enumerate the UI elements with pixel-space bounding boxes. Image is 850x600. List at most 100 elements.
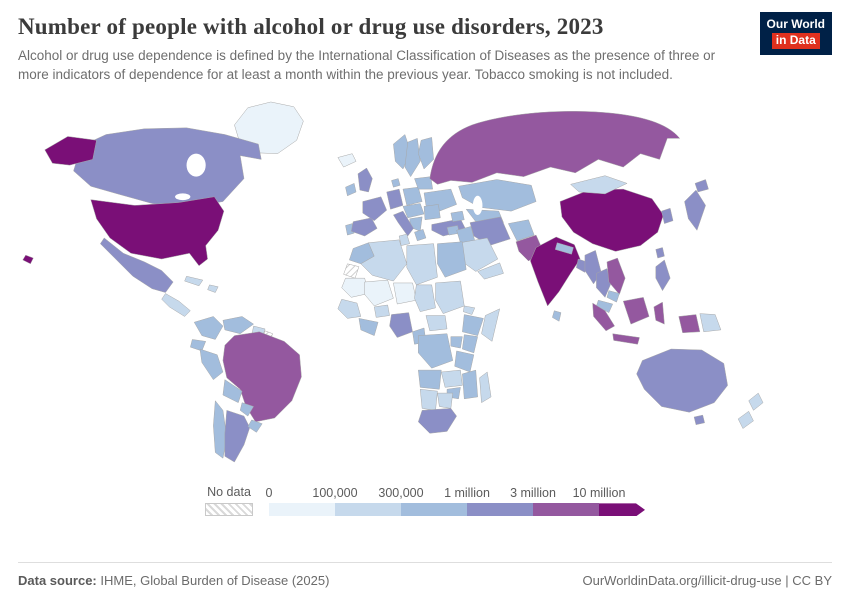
country-indonesia-sulawesi[interactable] xyxy=(653,302,665,325)
country-greenland[interactable] xyxy=(234,102,304,155)
country-sweden[interactable] xyxy=(404,138,421,178)
country-ethiopia[interactable] xyxy=(462,314,484,337)
footer-source-value[interactable]: IHME, Global Burden of Disease (2025) xyxy=(100,573,330,588)
country-paraguay[interactable] xyxy=(239,402,254,417)
country-finland[interactable] xyxy=(418,137,434,170)
legend-no-data-swatch[interactable] xyxy=(205,503,253,517)
legend-swatch-0-100k[interactable] xyxy=(269,503,335,517)
country-hispaniola[interactable] xyxy=(207,284,219,294)
country-france[interactable] xyxy=(362,196,387,222)
country-argentina[interactable] xyxy=(224,410,251,463)
country-bangladesh[interactable] xyxy=(576,259,588,274)
country-usa-hawaii[interactable] xyxy=(22,255,34,265)
country-vietnam[interactable] xyxy=(606,258,626,296)
country-caucasus[interactable] xyxy=(450,211,465,223)
country-new-zealand-south[interactable] xyxy=(737,411,754,430)
country-chad[interactable] xyxy=(414,284,436,313)
country-south-korea[interactable] xyxy=(661,208,674,225)
country-italy[interactable] xyxy=(393,211,414,237)
country-india[interactable] xyxy=(530,237,581,307)
country-colombia[interactable] xyxy=(193,316,224,341)
country-cuba[interactable] xyxy=(184,276,204,287)
country-angola[interactable] xyxy=(418,370,442,390)
country-ghana[interactable] xyxy=(358,318,379,337)
country-niger[interactable] xyxy=(393,283,417,305)
country-indonesia-java[interactable] xyxy=(612,333,640,345)
country-mozambique[interactable] xyxy=(462,370,478,400)
country-china[interactable] xyxy=(559,189,664,252)
country-algeria[interactable] xyxy=(360,239,408,282)
legend-swatch-300k-1m[interactable] xyxy=(401,503,467,517)
country-indonesia-borneo[interactable] xyxy=(622,297,650,325)
country-mauritania[interactable] xyxy=(341,278,369,298)
country-australia-tasmania[interactable] xyxy=(693,415,705,426)
country-romania[interactable] xyxy=(423,204,441,221)
country-papua-new-guinea[interactable] xyxy=(699,313,722,333)
country-thailand[interactable] xyxy=(596,268,612,299)
country-tanzania[interactable] xyxy=(454,350,475,373)
country-spain[interactable] xyxy=(350,217,378,237)
country-iceland[interactable] xyxy=(337,153,357,168)
country-dr-congo[interactable] xyxy=(418,333,454,369)
country-yemen[interactable] xyxy=(477,262,504,280)
country-madagascar[interactable] xyxy=(479,371,492,404)
country-iran[interactable] xyxy=(469,216,511,247)
country-mexico[interactable] xyxy=(100,237,174,294)
country-belarus[interactable] xyxy=(414,176,433,190)
country-uganda[interactable] xyxy=(450,336,463,349)
country-central-african-republic[interactable] xyxy=(425,315,448,332)
country-central-america[interactable] xyxy=(161,293,191,318)
country-zambia[interactable] xyxy=(440,370,463,388)
country-denmark[interactable] xyxy=(391,178,401,188)
country-south-africa[interactable] xyxy=(418,408,457,434)
country-bolivia[interactable] xyxy=(222,379,243,404)
country-brazil[interactable] xyxy=(222,331,302,423)
country-botswana[interactable] xyxy=(437,393,454,409)
legend-swatch-1m-3m[interactable] xyxy=(467,503,533,517)
country-germany[interactable] xyxy=(386,189,404,210)
country-new-zealand-north[interactable] xyxy=(748,393,764,412)
footer-credit[interactable]: OurWorldinData.org/illicit-drug-use | CC… xyxy=(582,573,833,588)
country-indonesia-sumatra[interactable] xyxy=(592,302,615,332)
country-central-europe[interactable] xyxy=(402,203,425,219)
country-afghanistan[interactable] xyxy=(507,219,535,242)
country-kenya[interactable] xyxy=(462,334,478,354)
country-western-sahara[interactable] xyxy=(343,263,360,279)
country-burkina-faso[interactable] xyxy=(373,305,390,319)
country-venezuela[interactable] xyxy=(222,316,255,335)
country-russia[interactable] xyxy=(429,111,681,185)
country-cambodia[interactable] xyxy=(606,290,620,303)
country-united-kingdom[interactable] xyxy=(357,168,373,193)
country-uruguay[interactable] xyxy=(247,419,263,433)
country-canada[interactable] xyxy=(73,127,262,208)
country-nigeria[interactable] xyxy=(389,312,413,339)
country-sri-lanka[interactable] xyxy=(552,310,562,322)
country-peru[interactable] xyxy=(199,348,224,381)
legend-swatch-10m-plus[interactable] xyxy=(599,503,645,516)
country-usa-alaska[interactable] xyxy=(44,136,97,166)
country-poland[interactable] xyxy=(402,187,423,206)
country-ireland[interactable] xyxy=(345,183,357,197)
country-japan[interactable] xyxy=(684,189,706,232)
country-greece[interactable] xyxy=(414,229,427,242)
country-libya[interactable] xyxy=(406,243,438,286)
legend-swatch-3m-10m[interactable] xyxy=(533,503,599,517)
country-tunisia[interactable] xyxy=(398,234,410,247)
country-egypt[interactable] xyxy=(437,241,467,278)
country-japan-hokkaido[interactable] xyxy=(694,179,709,193)
country-senegal[interactable] xyxy=(337,299,362,319)
country-somalia[interactable] xyxy=(481,308,501,343)
country-nepal[interactable] xyxy=(554,242,574,255)
country-taiwan[interactable] xyxy=(655,247,665,259)
owid-logo[interactable]: Our World in Data xyxy=(759,12,832,56)
country-mali[interactable] xyxy=(364,280,394,307)
country-indonesia-papua[interactable] xyxy=(678,314,701,334)
country-ecuador[interactable] xyxy=(190,339,207,352)
country-philippines[interactable] xyxy=(655,259,671,292)
country-chile[interactable] xyxy=(213,400,228,459)
country-eritrea[interactable] xyxy=(463,305,476,316)
legend-swatch-100k-300k[interactable] xyxy=(335,503,401,517)
country-mongolia[interactable] xyxy=(570,175,628,195)
country-usa[interactable] xyxy=(90,196,225,267)
country-kazakhstan[interactable] xyxy=(458,179,537,212)
